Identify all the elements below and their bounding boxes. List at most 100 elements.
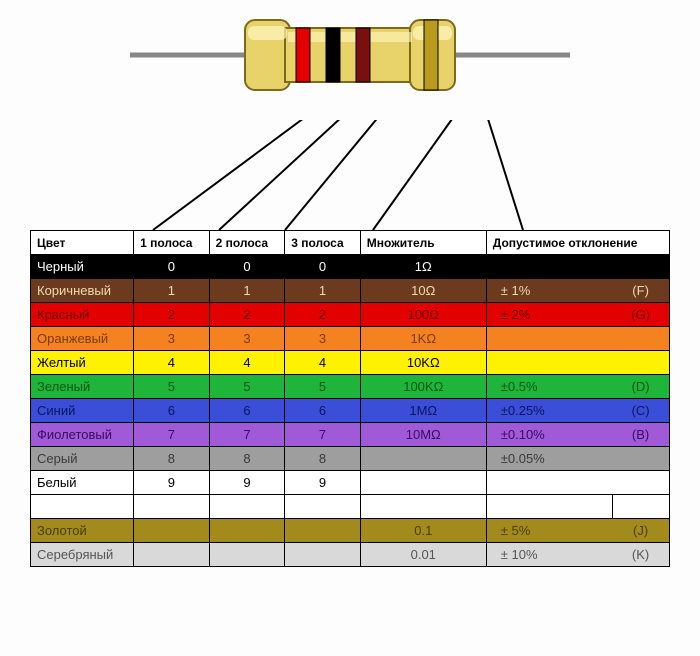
tolerance-cell: ± 1% [486, 279, 612, 303]
digit3-cell: 3 [285, 327, 361, 351]
multiplier-cell: 100KΩ [360, 375, 486, 399]
tolerance-cell: ± 5% [486, 519, 612, 543]
table-row: Красный222100Ω± 2%(G) [31, 303, 670, 327]
digit3-cell: 5 [285, 375, 361, 399]
digit2-cell: 0 [209, 255, 285, 279]
digit1-cell: 6 [134, 399, 210, 423]
digit1-cell: 4 [134, 351, 210, 375]
tolerance-cell: ±0.5% [486, 375, 612, 399]
tolerance-cell: ± 2% [486, 303, 612, 327]
digit1-cell [134, 543, 210, 567]
color-name-cell: Белый [31, 471, 134, 495]
color-name-cell: Оранжевый [31, 327, 134, 351]
band-1 [296, 28, 310, 82]
color-name-cell: Фиолетовый [31, 423, 134, 447]
table-row: Синий6661MΩ±0.25%(C) [31, 399, 670, 423]
digit2-cell: 7 [209, 423, 285, 447]
resistor-diagram [0, 0, 700, 200]
digit3-cell: 6 [285, 399, 361, 423]
color-name-cell: Желтый [31, 351, 134, 375]
tolerance-letter-cell [612, 327, 669, 351]
digit2-cell: 8 [209, 447, 285, 471]
digit3-cell: 8 [285, 447, 361, 471]
multiplier-cell: 1MΩ [360, 399, 486, 423]
digit2-cell: 3 [209, 327, 285, 351]
table-row: Черный0001Ω [31, 255, 670, 279]
digit1-cell: 9 [134, 471, 210, 495]
digit2-cell: 4 [209, 351, 285, 375]
table-row: Фиолетовый77710MΩ±0.10%(B) [31, 423, 670, 447]
tolerance-cell [486, 327, 612, 351]
digit1-cell: 5 [134, 375, 210, 399]
tolerance-cell: ± 10% [486, 543, 612, 567]
digit1-cell: 3 [134, 327, 210, 351]
tolerance-letter-cell [612, 351, 669, 375]
color-code-table: Цвет 1 полоса 2 полоса 3 полоса Множител… [30, 230, 670, 567]
table-row: Оранжевый3331KΩ [31, 327, 670, 351]
digit1-cell: 0 [134, 255, 210, 279]
band-3 [356, 28, 370, 82]
header-band2: 2 полоса [209, 231, 285, 255]
tolerance-letter-cell: (C) [612, 399, 669, 423]
tolerance-letter-cell [612, 255, 669, 279]
separator-row [31, 495, 670, 519]
tolerance-cell [486, 471, 612, 495]
resistor-svg [130, 0, 570, 140]
header-multiplier: Множитель [360, 231, 486, 255]
color-name-cell: Синий [31, 399, 134, 423]
table-header-row: Цвет 1 полоса 2 полоса 3 полоса Множител… [31, 231, 670, 255]
multiplier-cell: 1Ω [360, 255, 486, 279]
multiplier-cell [360, 471, 486, 495]
digit2-cell [209, 519, 285, 543]
digit1-cell [134, 519, 210, 543]
digit3-cell: 2 [285, 303, 361, 327]
header-tolerance: Допустимое отклонение [486, 231, 669, 255]
digit1-cell: 2 [134, 303, 210, 327]
tolerance-cell: ±0.10% [486, 423, 612, 447]
digit1-cell: 7 [134, 423, 210, 447]
table-row: Коричневый11110Ω± 1%(F) [31, 279, 670, 303]
band-2 [326, 28, 340, 82]
multiplier-cell: 0.1 [360, 519, 486, 543]
digit3-cell [285, 543, 361, 567]
tolerance-letter-cell: (G) [612, 303, 669, 327]
multiplier-cell [360, 447, 486, 471]
digit3-cell: 9 [285, 471, 361, 495]
color-name-cell: Коричневый [31, 279, 134, 303]
tolerance-letter-cell: (F) [612, 279, 669, 303]
digit2-cell: 5 [209, 375, 285, 399]
multiplier-cell: 0.01 [360, 543, 486, 567]
band-4 [424, 20, 438, 90]
tolerance-cell: ±0.25% [486, 399, 612, 423]
color-name-cell: Серый [31, 447, 134, 471]
tolerance-letter-cell: (D) [612, 375, 669, 399]
multiplier-cell: 10Ω [360, 279, 486, 303]
tolerance-letter-cell: (J) [612, 519, 669, 543]
tolerance-letter-cell: (K) [612, 543, 669, 567]
digit3-cell [285, 519, 361, 543]
table-row: Серый888±0.05% [31, 447, 670, 471]
tolerance-letter-cell [612, 447, 669, 471]
header-band3: 3 полоса [285, 231, 361, 255]
band-lead-lines [0, 120, 700, 230]
color-name-cell: Красный [31, 303, 134, 327]
table-row: Золотой0.1± 5%(J) [31, 519, 670, 543]
multiplier-cell: 10MΩ [360, 423, 486, 447]
header-color: Цвет [31, 231, 134, 255]
digit2-cell: 9 [209, 471, 285, 495]
tolerance-cell [486, 351, 612, 375]
color-name-cell: Черный [31, 255, 134, 279]
table-row: Желтый44410KΩ [31, 351, 670, 375]
multiplier-cell: 10KΩ [360, 351, 486, 375]
digit3-cell: 7 [285, 423, 361, 447]
table-row: Белый999 [31, 471, 670, 495]
table-row: Серебряный 0.01± 10%(K) [31, 543, 670, 567]
digit2-cell [209, 543, 285, 567]
tolerance-letter-cell [612, 471, 669, 495]
digit1-cell: 8 [134, 447, 210, 471]
color-name-cell: Зеленый [31, 375, 134, 399]
tolerance-cell [486, 255, 612, 279]
color-name-cell: Серебряный [31, 543, 134, 567]
tolerance-cell: ±0.05% [486, 447, 612, 471]
digit3-cell: 4 [285, 351, 361, 375]
